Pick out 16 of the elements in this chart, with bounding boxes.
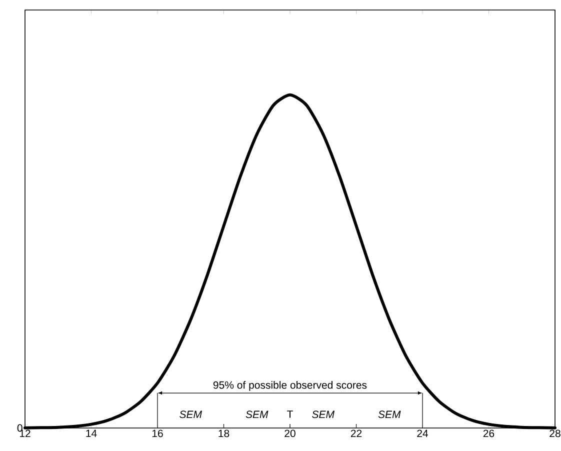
x-tick-label: 20: [284, 430, 296, 438]
x-tick-label: 18: [218, 430, 230, 438]
annotation: T: [287, 410, 293, 418]
x-tick-label: 24: [417, 430, 428, 438]
annotation: SEM: [180, 410, 202, 418]
annotation: SEM: [312, 410, 335, 418]
x-tick-label: 12: [20, 430, 30, 438]
x-tick-label: 22: [350, 430, 362, 438]
annotation: 95% of possible observed scores: [213, 381, 367, 391]
text: 0: [17, 424, 22, 432]
x-tick-label: 14: [86, 430, 97, 437]
annotation: SEM: [378, 410, 401, 418]
x-tick-label: 26: [483, 430, 494, 438]
x-tick-label: 28: [550, 430, 560, 438]
annotation: SEM: [246, 410, 268, 418]
x-tick-label: 16: [152, 430, 163, 438]
